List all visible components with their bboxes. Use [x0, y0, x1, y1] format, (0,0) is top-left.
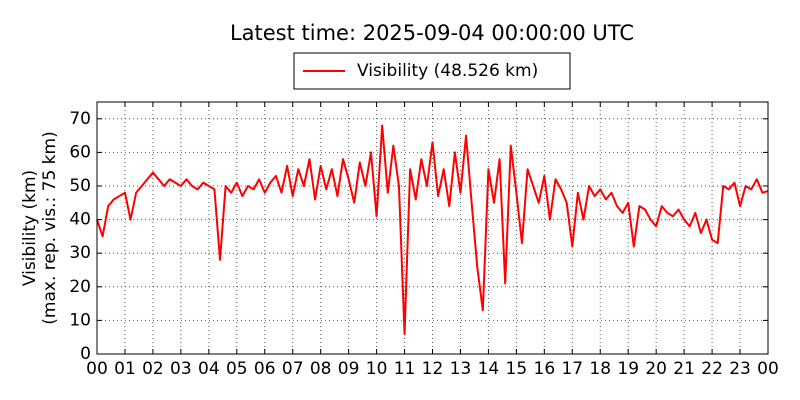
y-tick-label: 30 [69, 243, 91, 263]
x-tick-label: 06 [254, 359, 276, 379]
x-tick-label: 19 [617, 359, 639, 379]
x-tick-label: 16 [534, 359, 556, 379]
data-line [96, 124, 769, 335]
x-tick-label: 23 [729, 359, 751, 379]
y-tick-label: 10 [69, 310, 91, 330]
y-tick-label: 20 [69, 277, 91, 297]
y-axis-label: (max. rep. vis.: 75 km) [40, 131, 60, 324]
legend-label: Visibility (48.526 km) [357, 61, 538, 81]
y-tick-label: 70 [69, 109, 91, 129]
x-tick-label: 02 [142, 359, 164, 379]
x-tick-label: 00 [86, 359, 108, 379]
x-tick-label: 11 [394, 359, 416, 379]
x-tick-label: 07 [282, 359, 304, 379]
x-tick-label: 21 [673, 359, 695, 379]
x-tick-label: 09 [338, 359, 360, 379]
x-tick-label: 08 [310, 359, 332, 379]
y-axis-label: Visibility (km) [20, 170, 40, 286]
x-tick-label: 20 [645, 359, 667, 379]
y-tick-label: 50 [69, 176, 91, 196]
x-tick-label: 14 [478, 359, 500, 379]
x-tick-label: 22 [701, 359, 723, 379]
x-tick-label: 15 [506, 359, 528, 379]
x-tick-label: 17 [561, 359, 583, 379]
x-tick-label: 01 [114, 359, 136, 379]
x-tick-label: 18 [589, 359, 611, 379]
x-tick-label: 04 [198, 359, 220, 379]
x-tick-label: 12 [422, 359, 444, 379]
x-tick-label: 00 [757, 359, 779, 379]
x-tick-label: 13 [450, 359, 472, 379]
y-tick-label: 40 [69, 210, 91, 230]
x-tick-label: 10 [366, 359, 388, 379]
plot-frame [96, 101, 769, 355]
x-tick-label: 05 [226, 359, 248, 379]
y-tick-label: 0 [80, 344, 91, 364]
x-tick-label: 03 [170, 359, 192, 379]
chart-title: Latest time: 2025-09-04 00:00:00 UTC [230, 21, 634, 45]
y-tick-label: 60 [69, 142, 91, 162]
